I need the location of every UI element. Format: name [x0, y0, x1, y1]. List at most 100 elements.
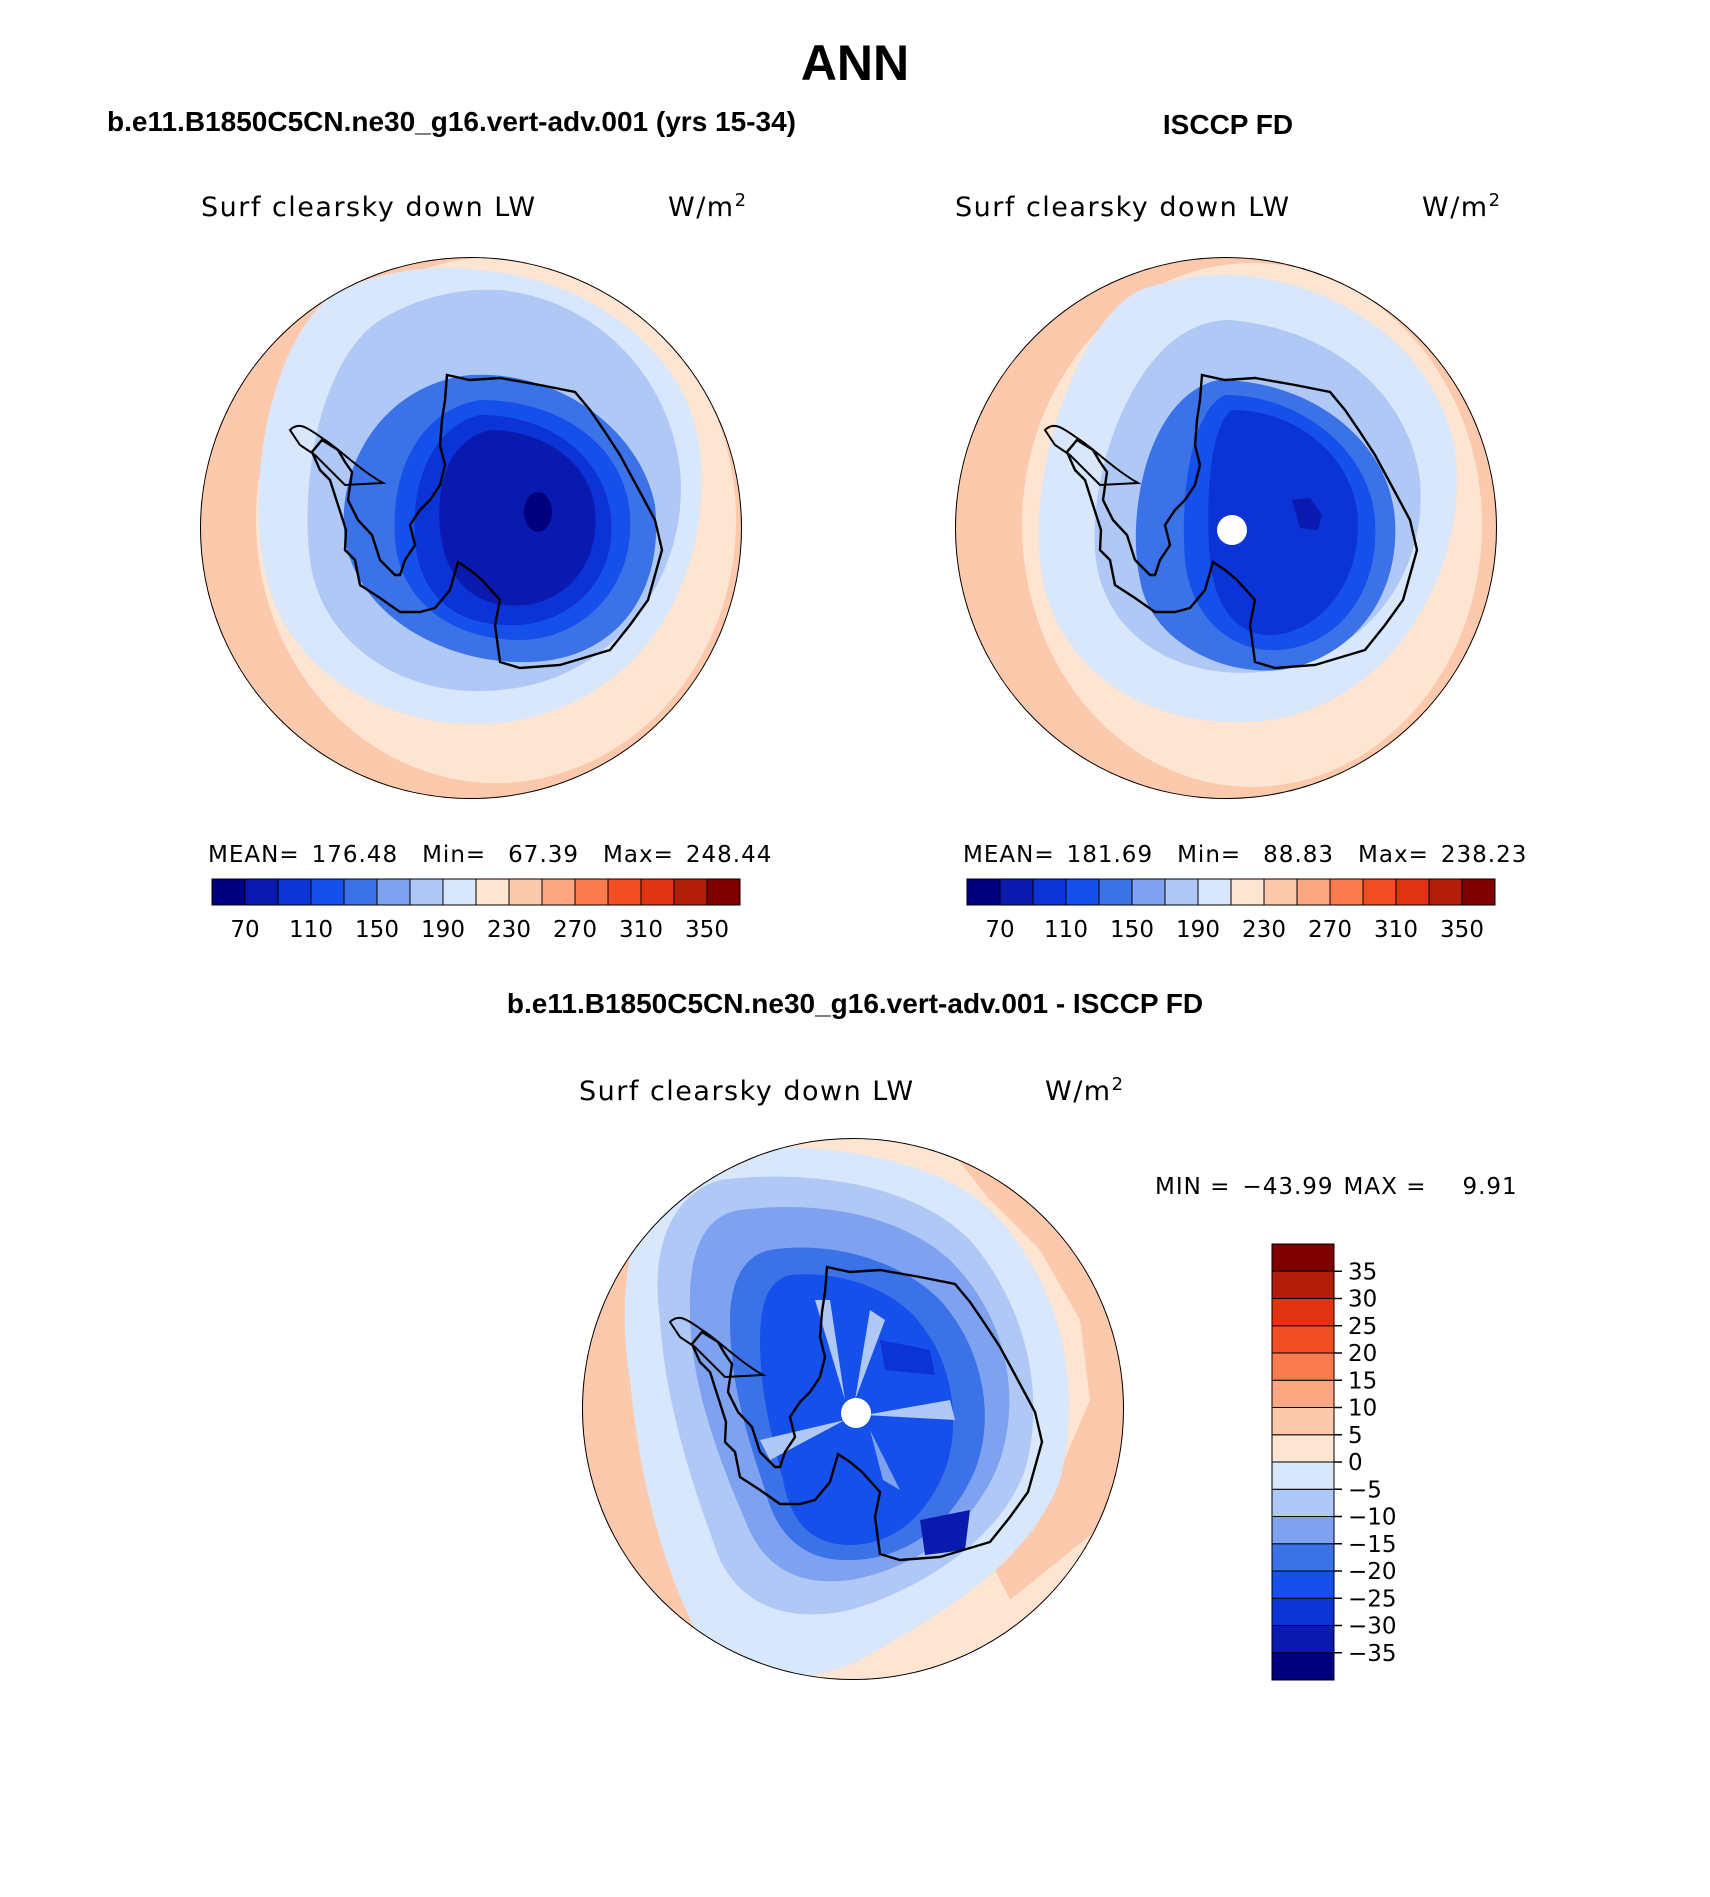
colorbar-swatch: [310, 878, 345, 906]
panel-obs-colorbar: 70 110 150 190 230 270 310 350: [966, 878, 1496, 943]
colorbar-swatch: [1271, 1407, 1335, 1436]
colorbar-tick-label: 35: [1348, 1259, 1377, 1285]
colorbar-swatch: [1271, 1379, 1335, 1408]
colorbar-swatch: [1271, 1625, 1335, 1654]
page-title: ANN: [801, 35, 909, 91]
colorbar-swatch: [1271, 1516, 1335, 1545]
panel-obs-variable: Surf clearsky down LW: [955, 192, 1291, 223]
colorbar-tick-label: 350: [1440, 917, 1484, 943]
colorbar-swatch: [475, 878, 510, 906]
colorbar-tick-label: 230: [1242, 917, 1286, 943]
colorbar-tick-label: −10: [1348, 1505, 1397, 1531]
colorbar-tick-label: 70: [985, 917, 1014, 943]
colorbar-swatch: [1271, 1298, 1335, 1327]
colorbar-tick-label: 10: [1348, 1396, 1377, 1422]
panel-model-title: b.e11.B1850C5CN.ne30_g16.vert-adv.001 (y…: [107, 106, 796, 137]
colorbar-swatch: [409, 878, 444, 906]
panel-diff-units: W/m2: [1045, 1074, 1125, 1107]
colorbar-tick-label: 5: [1348, 1423, 1363, 1449]
colorbar-swatch: [1271, 1570, 1335, 1599]
colorbar-swatch: [1263, 878, 1298, 906]
colorbar-swatch: [1271, 1270, 1335, 1299]
panel-diff-map: [582, 1138, 1124, 1680]
colorbar-swatch: [706, 878, 741, 906]
panel-diff-variable: Surf clearsky down LW: [579, 1076, 915, 1107]
colorbar-tick-label: 310: [1374, 917, 1418, 943]
colorbar-swatch: [1230, 878, 1265, 906]
panel-obs: ISCCP FD Surf clearsky down LW W/m2 MEAN…: [955, 109, 1527, 943]
colorbar-tick-label: 310: [619, 917, 663, 943]
colorbar-swatch: [1271, 1461, 1335, 1490]
colorbar-swatch: [1098, 878, 1133, 906]
colorbar-swatch: [1065, 878, 1100, 906]
colorbar-swatch: [1461, 878, 1496, 906]
colorbar-tick-label: 190: [1176, 917, 1220, 943]
panel-model: b.e11.B1850C5CN.ne30_g16.vert-adv.001 (y…: [107, 106, 796, 943]
colorbar-tick-label: 150: [355, 917, 399, 943]
colorbar-tick-label: 150: [1110, 917, 1154, 943]
panel-model-colorbar: 70 110 150 190 230 270 310 350: [211, 878, 741, 943]
panel-model-units: W/m2: [668, 190, 748, 223]
colorbar-swatch: [607, 878, 642, 906]
colorbar-swatch: [442, 878, 477, 906]
panel-obs-title: ISCCP FD: [1163, 109, 1293, 140]
colorbar-tick-label: −15: [1348, 1532, 1397, 1558]
colorbar-swatch: [376, 878, 411, 906]
colorbar-swatch: [244, 878, 279, 906]
colorbar-tick-label: 190: [421, 917, 465, 943]
colorbar-swatch: [574, 878, 609, 906]
colorbar-tick-label: −35: [1348, 1641, 1397, 1667]
colorbar-swatch: [1131, 878, 1166, 906]
panel-obs-stats: MEAN= 181.69 Min= 88.83 Max= 238.23: [963, 842, 1527, 868]
panel-diff: b.e11.B1850C5CN.ne30_g16.vert-adv.001 - …: [507, 988, 1518, 1681]
colorbar-tick-label: −25: [1348, 1586, 1397, 1612]
colorbar-swatch: [640, 878, 675, 906]
colorbar-tick-label: 230: [487, 917, 531, 943]
colorbar-swatch: [1197, 878, 1232, 906]
colorbar-swatch: [211, 878, 246, 906]
colorbar-swatch: [1271, 1597, 1335, 1626]
panel-diff-title: b.e11.B1850C5CN.ne30_g16.vert-adv.001 - …: [507, 988, 1203, 1019]
colorbar-tick-label: 110: [1044, 917, 1088, 943]
colorbar-tick-label: 30: [1348, 1287, 1377, 1313]
panel-obs-units: W/m2: [1422, 190, 1502, 223]
panel-model-variable: Surf clearsky down LW: [201, 192, 537, 223]
colorbar-swatch: [1271, 1434, 1335, 1463]
colorbar-tick-label: 110: [289, 917, 333, 943]
colorbar-swatch: [1428, 878, 1463, 906]
colorbar-swatch: [999, 878, 1034, 906]
colorbar-swatch: [1296, 878, 1331, 906]
colorbar-tick-label: 25: [1348, 1314, 1377, 1340]
colorbar-tick-label: 15: [1348, 1368, 1377, 1394]
panel-model-map: [200, 257, 742, 799]
colorbar-tick-label: 20: [1348, 1341, 1377, 1367]
colorbar-tick-label: 270: [1308, 917, 1352, 943]
colorbar-swatch: [1271, 1243, 1335, 1272]
colorbar-swatch: [1271, 1488, 1335, 1517]
colorbar-swatch: [1271, 1325, 1335, 1354]
colorbar-swatch: [1164, 878, 1199, 906]
panel-model-stats: MEAN= 176.48 Min= 67.39 Max= 248.44: [208, 842, 772, 868]
colorbar-swatch: [1271, 1543, 1335, 1572]
colorbar-tick-label: −5: [1348, 1477, 1382, 1503]
colorbar-swatch: [1329, 878, 1364, 906]
colorbar-tick-label: −20: [1348, 1559, 1397, 1585]
colorbar-tick-label: 350: [685, 917, 729, 943]
colorbar-swatch: [1362, 878, 1397, 906]
panel-diff-stats: MIN = −43.99 MAX = 9.91: [1155, 1174, 1518, 1200]
colorbar-swatch: [1271, 1652, 1335, 1681]
colorbar-tick-label: 0: [1348, 1450, 1363, 1476]
colorbar-swatch: [1395, 878, 1430, 906]
colorbar-tick-label: 70: [230, 917, 259, 943]
colorbar-swatch: [508, 878, 543, 906]
panel-obs-map: [955, 257, 1497, 799]
colorbar-swatch: [541, 878, 576, 906]
colorbar-swatch: [343, 878, 378, 906]
colorbar-swatch: [277, 878, 312, 906]
colorbar-swatch: [1271, 1352, 1335, 1381]
colorbar-swatch: [966, 878, 1001, 906]
colorbar-swatch: [673, 878, 708, 906]
colorbar-tick-label: −30: [1348, 1614, 1397, 1640]
